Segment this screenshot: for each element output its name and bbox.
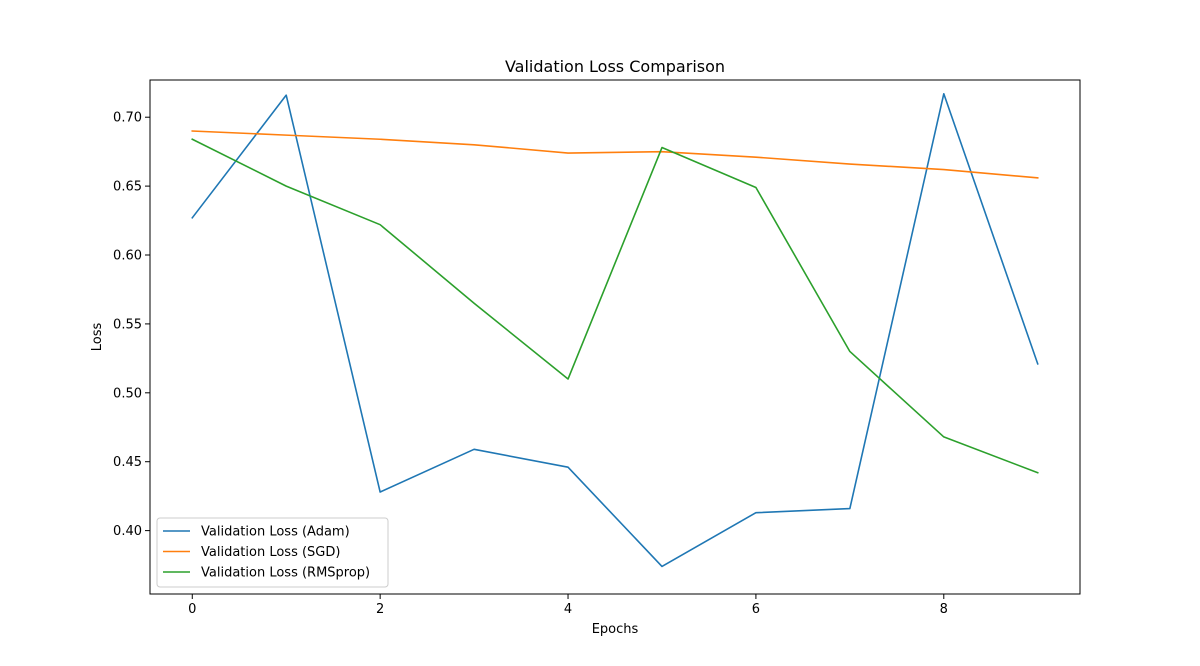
x-axis-label: Epochs (592, 622, 639, 637)
chart-title: Validation Loss Comparison (505, 57, 725, 76)
plot-area (149, 79, 1081, 595)
legend-label: Validation Loss (Adam) (201, 525, 350, 540)
x-tick-label: 4 (564, 602, 572, 617)
axes-frame (149, 79, 1081, 595)
x-tick-label: 2 (376, 602, 384, 617)
legend-box (156, 517, 389, 588)
y-axis-label: Loss (90, 323, 105, 352)
series-layer (191, 92, 1039, 568)
x-tick-label: 6 (752, 602, 760, 617)
y-tick-label: 0.55 (113, 317, 142, 332)
y-tick-label: 0.45 (113, 455, 142, 470)
y-axis: 0.40 0.45 0.50 0.55 0.60 0.65 0.70 (113, 111, 150, 539)
y-tick-label: 0.40 (113, 524, 142, 539)
series-line-2 (191, 130, 1039, 179)
legend: Validation Loss (Adam) Validation Loss (S… (156, 517, 389, 588)
y-tick-label: 0.65 (113, 180, 142, 195)
legend-label: Validation Loss (SGD) (201, 545, 340, 560)
series-line-3 (191, 138, 1039, 474)
y-tick-label: 0.60 (113, 249, 142, 264)
legend-label: Validation Loss (RMSprop) (201, 566, 370, 581)
y-tick-label: 0.70 (113, 111, 142, 126)
legend-entries: Validation Loss (Adam) Validation Loss (S… (163, 525, 370, 581)
y-tick-label: 0.50 (113, 386, 142, 401)
x-tick-label: 0 (188, 602, 196, 617)
x-axis: 0 2 4 6 8 (188, 594, 948, 617)
series-line-1 (191, 92, 1039, 568)
x-tick-label: 8 (940, 602, 948, 617)
